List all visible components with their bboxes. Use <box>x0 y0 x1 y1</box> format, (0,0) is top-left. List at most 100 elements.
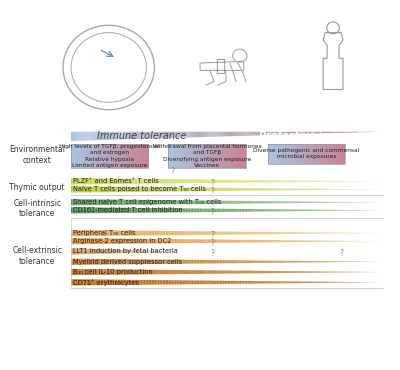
Polygon shape <box>206 280 207 284</box>
Bar <box>224 144 225 168</box>
Polygon shape <box>189 179 190 183</box>
Bar <box>298 144 300 164</box>
Polygon shape <box>114 269 116 275</box>
Polygon shape <box>196 179 198 183</box>
Bar <box>342 144 344 164</box>
Polygon shape <box>310 181 311 182</box>
Polygon shape <box>86 199 88 205</box>
Polygon shape <box>252 180 254 183</box>
Bar <box>120 144 122 168</box>
Polygon shape <box>88 208 90 213</box>
Polygon shape <box>114 132 115 139</box>
Bar <box>88 144 89 168</box>
Polygon shape <box>322 232 324 234</box>
Polygon shape <box>350 189 351 190</box>
Polygon shape <box>113 280 114 285</box>
Polygon shape <box>230 281 232 284</box>
Polygon shape <box>282 132 283 135</box>
Polygon shape <box>133 208 134 213</box>
Polygon shape <box>186 239 187 243</box>
Polygon shape <box>164 270 166 274</box>
Bar <box>126 144 128 168</box>
Polygon shape <box>125 259 127 264</box>
Polygon shape <box>90 259 91 265</box>
Polygon shape <box>198 132 199 137</box>
Polygon shape <box>303 132 304 134</box>
Polygon shape <box>114 280 116 285</box>
Polygon shape <box>192 280 193 284</box>
Polygon shape <box>241 260 243 263</box>
Polygon shape <box>319 181 320 182</box>
Polygon shape <box>252 260 254 263</box>
Polygon shape <box>305 271 306 273</box>
Polygon shape <box>162 187 164 192</box>
Polygon shape <box>292 261 294 263</box>
Bar <box>292 144 293 164</box>
Polygon shape <box>306 189 308 190</box>
Polygon shape <box>266 260 268 263</box>
Polygon shape <box>262 188 263 191</box>
Bar <box>109 144 110 168</box>
Polygon shape <box>328 132 329 133</box>
Polygon shape <box>131 187 133 192</box>
Polygon shape <box>222 132 223 137</box>
Polygon shape <box>161 187 162 192</box>
Polygon shape <box>190 208 192 212</box>
Polygon shape <box>288 232 289 234</box>
Text: B₀₀ cell IL-10 production: B₀₀ cell IL-10 production <box>73 269 153 275</box>
Polygon shape <box>159 270 161 274</box>
Bar <box>217 144 218 168</box>
Polygon shape <box>83 249 84 254</box>
Polygon shape <box>240 180 241 183</box>
Polygon shape <box>187 200 189 204</box>
Polygon shape <box>348 132 349 133</box>
Polygon shape <box>214 188 215 191</box>
Polygon shape <box>99 230 100 236</box>
Polygon shape <box>79 269 80 275</box>
Bar <box>172 144 174 168</box>
Polygon shape <box>127 200 128 205</box>
Polygon shape <box>268 271 269 273</box>
Polygon shape <box>110 187 111 192</box>
Polygon shape <box>316 202 317 203</box>
Polygon shape <box>251 260 252 263</box>
Polygon shape <box>234 209 235 212</box>
Polygon shape <box>88 186 90 192</box>
Polygon shape <box>71 207 72 213</box>
Polygon shape <box>144 231 145 235</box>
Polygon shape <box>83 186 85 192</box>
Polygon shape <box>130 239 131 244</box>
Polygon shape <box>240 232 241 235</box>
Polygon shape <box>158 239 159 243</box>
Polygon shape <box>308 282 310 283</box>
Polygon shape <box>96 269 97 275</box>
Polygon shape <box>178 280 179 285</box>
Polygon shape <box>184 179 186 183</box>
Polygon shape <box>139 239 141 243</box>
Polygon shape <box>102 186 104 192</box>
Polygon shape <box>118 259 119 265</box>
Polygon shape <box>319 261 320 262</box>
Polygon shape <box>105 280 107 285</box>
Bar <box>315 144 316 164</box>
Polygon shape <box>252 271 254 273</box>
Polygon shape <box>216 180 218 183</box>
Polygon shape <box>196 132 197 137</box>
Polygon shape <box>198 280 200 284</box>
Polygon shape <box>238 180 240 183</box>
Polygon shape <box>331 282 333 283</box>
Polygon shape <box>152 280 153 285</box>
Polygon shape <box>82 207 83 213</box>
Polygon shape <box>330 282 331 283</box>
Polygon shape <box>333 210 334 211</box>
Polygon shape <box>175 231 176 235</box>
Polygon shape <box>340 181 342 182</box>
Polygon shape <box>144 187 145 192</box>
Polygon shape <box>97 199 99 205</box>
Polygon shape <box>161 200 162 205</box>
Polygon shape <box>142 270 144 275</box>
Polygon shape <box>158 208 159 213</box>
Polygon shape <box>120 132 122 139</box>
Polygon shape <box>248 180 249 183</box>
Polygon shape <box>344 181 345 182</box>
